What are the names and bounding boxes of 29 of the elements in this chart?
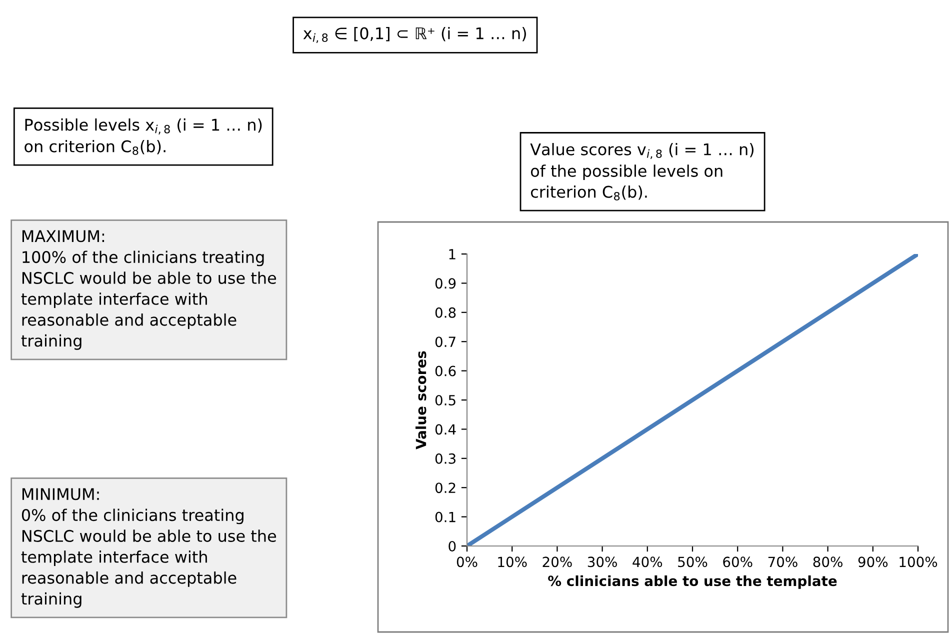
text: Value scores v$_{i,8}$ (i = 1 … n) of the possible levels on criterion C$_{8}$(b). (530, 143, 754, 200)
x-tick-label: 100% (900, 556, 938, 568)
y-tick-label: 0.1 (435, 512, 456, 522)
x-tick-label: 50% (678, 556, 708, 568)
y-tick-label: 0 (448, 540, 456, 552)
text: MINIMUM: 0% of the clinicians treating NSCLC would be able to use the template interface with reasonable and acceptable training (21, 488, 276, 608)
x-tick-label: 60% (723, 556, 752, 568)
x-tick-label: 0% (456, 556, 478, 568)
y-tick-label: 0.4 (435, 424, 456, 435)
x-tick-label: 90% (858, 556, 888, 568)
x-axis-title: % clinicians able to use the template (548, 575, 837, 589)
x-tick-label: 70% (768, 556, 798, 568)
y-tick-label: 0.7 (435, 336, 456, 348)
text: MAXIMUM: 100% of the clinicians treating NSCLC would be able to use the template interface with reasonable and acceptable training (21, 230, 276, 350)
y-tick-label: 0.5 (435, 394, 456, 406)
y-tick-label: 0.8 (435, 307, 456, 318)
y-tick-label: 0.2 (435, 482, 456, 494)
y-axis-title: Value scores (416, 351, 426, 450)
x-tick-label: 80% (813, 556, 842, 568)
text: Possible levels x$_{i,8}$ (i = 1 … n) on criterion C$_{8}$(b). (24, 118, 262, 155)
x-tick-label: 20% (542, 556, 572, 568)
y-tick-label: 0.3 (435, 453, 456, 464)
y-tick-label: 0.9 (435, 278, 456, 289)
text: x$_{i,8}$ ∈ [0,1] ⊂ ℝ⁺ (i = 1 … n) (303, 26, 526, 44)
x-tick-label: 40% (632, 556, 662, 568)
y-tick-label: 0.6 (435, 366, 456, 376)
x-tick-label: 10% (498, 556, 527, 568)
y-tick-label: 1 (449, 249, 456, 260)
x-tick-label: 30% (588, 556, 617, 568)
